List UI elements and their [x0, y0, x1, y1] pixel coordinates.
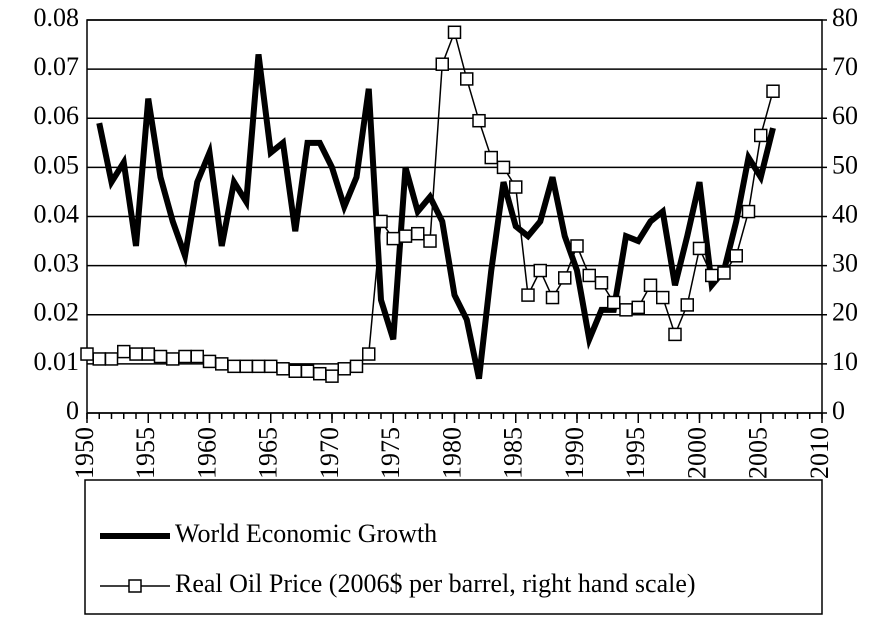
point-marker: [386, 231, 400, 246]
point-marker: [594, 276, 609, 290]
point-marker: [509, 180, 523, 194]
point-marker: [558, 271, 572, 285]
y2-tick-label: 60: [832, 101, 858, 130]
x-tick-label: 1985: [499, 427, 528, 479]
point-marker: [472, 113, 486, 128]
y2-tick-label: 0: [832, 396, 845, 425]
point-marker: [692, 241, 707, 256]
point-marker: [729, 249, 743, 263]
point-marker: [202, 354, 217, 369]
point-marker: [227, 359, 241, 374]
y2-tick-label: 30: [832, 249, 858, 278]
point-marker: [656, 290, 670, 305]
point-marker: [631, 300, 645, 315]
x-tick-label: 1975: [376, 427, 405, 479]
point-marker: [705, 268, 719, 283]
y-tick-label: 0.07: [34, 52, 80, 81]
point-marker: [178, 349, 192, 364]
point-marker: [153, 349, 168, 364]
point-marker: [300, 364, 315, 378]
y2-tick-label: 80: [832, 3, 858, 32]
point-marker: [166, 352, 180, 366]
legend-box: [84, 479, 823, 615]
point-marker: [239, 359, 253, 374]
point-marker: [447, 25, 462, 40]
x-tick-label: 1950: [70, 427, 99, 479]
y-tick-label: 0.08: [34, 3, 80, 32]
x-tick-label: 2000: [682, 427, 711, 479]
point-marker: [460, 72, 474, 86]
point-marker: [570, 239, 584, 253]
x-tick-label: 2005: [744, 427, 773, 479]
point-marker: [190, 349, 204, 364]
point-marker: [141, 347, 155, 361]
point-marker: [276, 362, 290, 376]
point-marker: [92, 352, 106, 366]
y2-tick-label: 70: [832, 52, 858, 81]
point-marker: [717, 266, 731, 280]
y-tick-label: 0: [66, 396, 79, 425]
y2-tick-label: 10: [832, 347, 858, 376]
x-tick-label: 1965: [254, 427, 283, 479]
point-marker: [80, 347, 94, 361]
point-marker: [264, 359, 278, 374]
point-marker: [423, 234, 437, 248]
legend-marker: [128, 579, 142, 593]
x-tick-label: 1980: [437, 427, 466, 479]
point-marker: [349, 359, 364, 374]
point-marker: [766, 84, 780, 98]
point-marker: [398, 229, 413, 243]
y-tick-label: 0.02: [34, 298, 80, 327]
point-marker: [582, 268, 596, 283]
point-marker: [117, 344, 131, 359]
x-tick-label: 1955: [131, 427, 160, 479]
x-tick-label: 1970: [315, 427, 344, 479]
x-tick-label: 2010: [805, 427, 834, 479]
point-marker: [619, 303, 633, 317]
y-tick-label: 0.01: [34, 347, 80, 376]
point-marker: [680, 298, 694, 312]
point-marker: [533, 263, 547, 278]
point-marker: [215, 357, 229, 371]
y-tick-label: 0.05: [34, 150, 80, 179]
y-tick-label: 0.06: [34, 101, 80, 130]
y-tick-label: 0.04: [34, 199, 80, 228]
series-line: [96, 54, 776, 380]
legend-label: World Economic Growth: [175, 519, 437, 548]
x-tick-label: 1960: [192, 427, 221, 479]
point-marker: [411, 226, 425, 241]
point-marker: [313, 366, 327, 381]
point-marker: [362, 347, 376, 361]
point-marker: [435, 57, 449, 71]
point-marker: [337, 362, 351, 376]
point-marker: [374, 214, 388, 229]
point-marker: [643, 278, 658, 293]
point-marker: [754, 128, 768, 143]
point-marker: [545, 290, 560, 305]
y2-tick-label: 40: [832, 199, 858, 228]
point-marker: [104, 352, 119, 366]
y-tick-label: 0.03: [34, 249, 80, 278]
y2-tick-label: 50: [832, 150, 858, 179]
point-marker: [484, 150, 498, 165]
point-marker: [325, 369, 339, 383]
point-marker: [668, 327, 682, 342]
point-marker: [496, 160, 511, 175]
point-marker: [288, 364, 302, 378]
point-marker: [251, 359, 266, 374]
series-line: [86, 29, 774, 377]
point-marker: [607, 295, 621, 310]
point-marker: [129, 347, 143, 361]
point-marker: [521, 288, 535, 302]
point-marker: [741, 204, 756, 219]
x-tick-label: 1995: [621, 427, 650, 479]
x-tick-label: 1990: [560, 427, 589, 479]
legend-label: Real Oil Price (2006$ per barrel, right …: [175, 569, 696, 598]
y2-tick-label: 20: [832, 298, 858, 327]
